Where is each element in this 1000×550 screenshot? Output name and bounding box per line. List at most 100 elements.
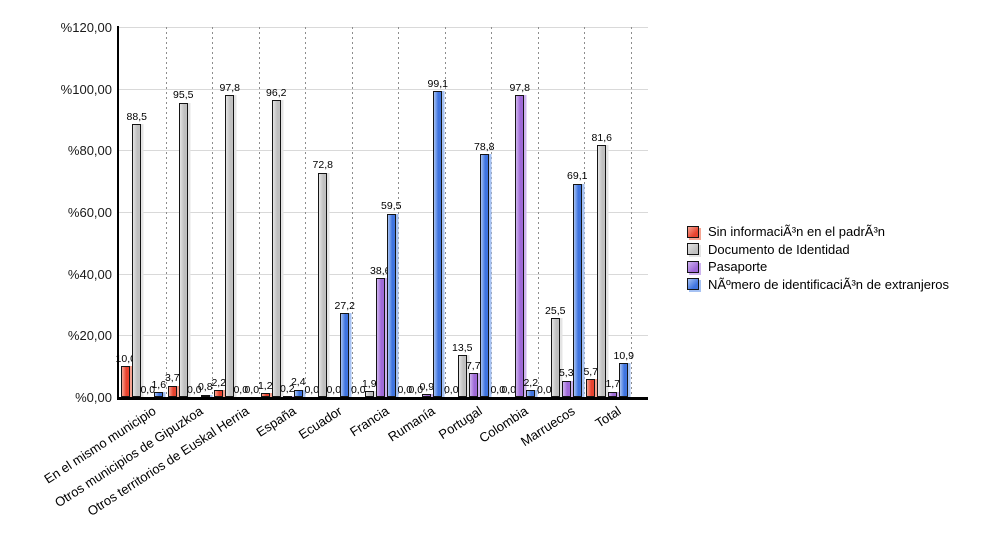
bar-slot: 10,9 — [614, 351, 634, 397]
legend-label: NÃºmero de identificaciÃ³n de extranjero… — [708, 276, 950, 292]
bar-slot: 88,5 — [127, 112, 147, 397]
bar-slot: 78,8 — [474, 141, 494, 397]
bar-slot: 38,6 — [370, 265, 390, 397]
bar-slot: 72,8 — [313, 160, 333, 397]
y-axis-tick-label: %20,00 — [67, 328, 112, 344]
y-axis-tick-label: %60,00 — [67, 205, 112, 220]
bar — [468, 373, 478, 397]
bar-slot: 5,7 — [583, 367, 598, 397]
y-axis-tick-label: %80,00 — [67, 143, 112, 159]
legend-swatch-gray — [687, 243, 699, 255]
bar — [318, 172, 328, 397]
bar-value-label: 0,0 — [186, 383, 202, 396]
bar-slot: 99,1 — [428, 79, 448, 397]
bar-slot: 3,7 — [165, 373, 180, 397]
bar — [386, 213, 396, 397]
bar — [167, 385, 177, 397]
legend-label: Pasaporte — [708, 259, 768, 274]
bar-value-label: 13,5 — [452, 341, 473, 354]
bar-value-label: 0,9 — [419, 380, 435, 393]
bar-value-label: 0,0 — [140, 383, 156, 396]
bar — [271, 100, 281, 397]
bar-value-label: 0,0 — [408, 383, 424, 396]
bar-value-label: 72,8 — [312, 159, 333, 171]
legend-item: Sin informaciÃ³n en el padrÃ³n — [687, 224, 949, 239]
bar — [515, 95, 525, 397]
x-axis-category-label: Ecuador — [296, 403, 345, 443]
bar-value-label: 5,3 — [558, 367, 574, 380]
legend-swatch-red — [687, 225, 699, 238]
legend-swatch-purple — [687, 260, 699, 273]
bar-value-label: 81,6 — [591, 131, 612, 144]
bar-value-label: 0,0 — [233, 383, 249, 396]
bar-value-label: 0,0 — [350, 383, 366, 396]
bar — [586, 379, 596, 397]
bar-value-label: 5,7 — [583, 365, 599, 378]
bar-slot: 1,7 — [605, 379, 620, 397]
bar-value-label: 1,6 — [151, 378, 167, 391]
x-axis-category-label: España — [253, 403, 299, 440]
category-group: 0,0 13,5 7,7 78,8 — [443, 27, 494, 397]
bar-value-label: 2,4 — [290, 376, 306, 389]
category-separator — [444, 27, 446, 397]
x-axis-category-label: Total — [592, 403, 624, 431]
bar-value-label: 10,0 — [115, 352, 136, 365]
category-group: 0,0 0,0 0,9 99,1 — [397, 27, 448, 397]
category-separator — [212, 27, 213, 397]
category-separator — [305, 27, 306, 397]
bar — [608, 391, 618, 397]
bar-slot: 81,6 — [592, 133, 612, 397]
bar-value-label: 3,7 — [164, 372, 180, 385]
bar-value-label: 1,9 — [361, 377, 377, 390]
category-group: 0,0 1,9 38,6 59,5 — [350, 27, 402, 397]
bar — [121, 366, 131, 397]
x-axis-category-label: Portugal — [435, 403, 485, 443]
legend-item: Pasaporte — [687, 259, 949, 274]
category-separator — [491, 27, 492, 397]
bar-slot: 97,8 — [220, 83, 240, 397]
bar-slot: 27,2 — [335, 301, 355, 397]
category-group: 10,0 88,5 0,0 1,6 — [116, 27, 167, 397]
y-gridline — [119, 27, 648, 28]
category-separator — [165, 27, 167, 397]
bar-value-label: 27,2 — [334, 299, 355, 312]
category-separator — [258, 27, 260, 397]
y-axis-line — [116, 26, 119, 398]
bar-value-label: 0,8 — [197, 381, 213, 393]
category-group: 0,0 25,5 5,3 69,1 — [537, 27, 587, 397]
bar-slot: 96,2 — [266, 88, 286, 397]
bar-value-label: 0,0 — [443, 383, 459, 396]
y-gridline — [119, 273, 648, 275]
bar-value-label: 97,8 — [219, 81, 240, 94]
bar-value-label: 99,1 — [427, 77, 448, 90]
bar-value-label: 0,0 — [326, 383, 342, 396]
bar-value-label: 1,7 — [605, 378, 621, 391]
legend-swatch-blue — [687, 278, 699, 290]
bar-value-label: 0,0 — [501, 383, 517, 396]
bar-value-label: 38,6 — [370, 264, 391, 277]
bar — [561, 380, 571, 397]
category-group: 3,7 95,5 0,0 0,8 — [165, 27, 213, 397]
bar-slot: 7,7 — [466, 361, 481, 397]
y-gridline — [119, 150, 648, 152]
legend-label: Documento de Identidad — [708, 241, 850, 257]
bar-value-label: 10,9 — [613, 349, 634, 362]
bar-value-label: 0,2 — [279, 382, 295, 395]
bar — [293, 389, 303, 397]
bar-value-label: 7,7 — [465, 359, 481, 372]
bar-value-label: 88,5 — [126, 110, 147, 123]
x-axis-category-label: Rumanía — [385, 403, 438, 445]
bar-value-label: 78,8 — [474, 140, 495, 153]
bar-slot: 2,4 — [291, 377, 306, 397]
bar-slot: 97,8 — [510, 83, 530, 397]
category-group: 0,0 0,0 97,8 2,2 — [490, 27, 538, 397]
bar-value-label: 0,0 — [397, 383, 413, 396]
category-group: 5,7 81,6 1,7 10,9 — [583, 27, 634, 397]
bar — [178, 102, 188, 397]
bar-slot: 10,0 — [116, 354, 136, 397]
bar — [132, 124, 142, 397]
bar — [619, 363, 629, 397]
legend-item: NÃºmero de identificaciÃ³n de extranjero… — [687, 276, 950, 292]
bar-value-label: 59,5 — [381, 200, 402, 212]
